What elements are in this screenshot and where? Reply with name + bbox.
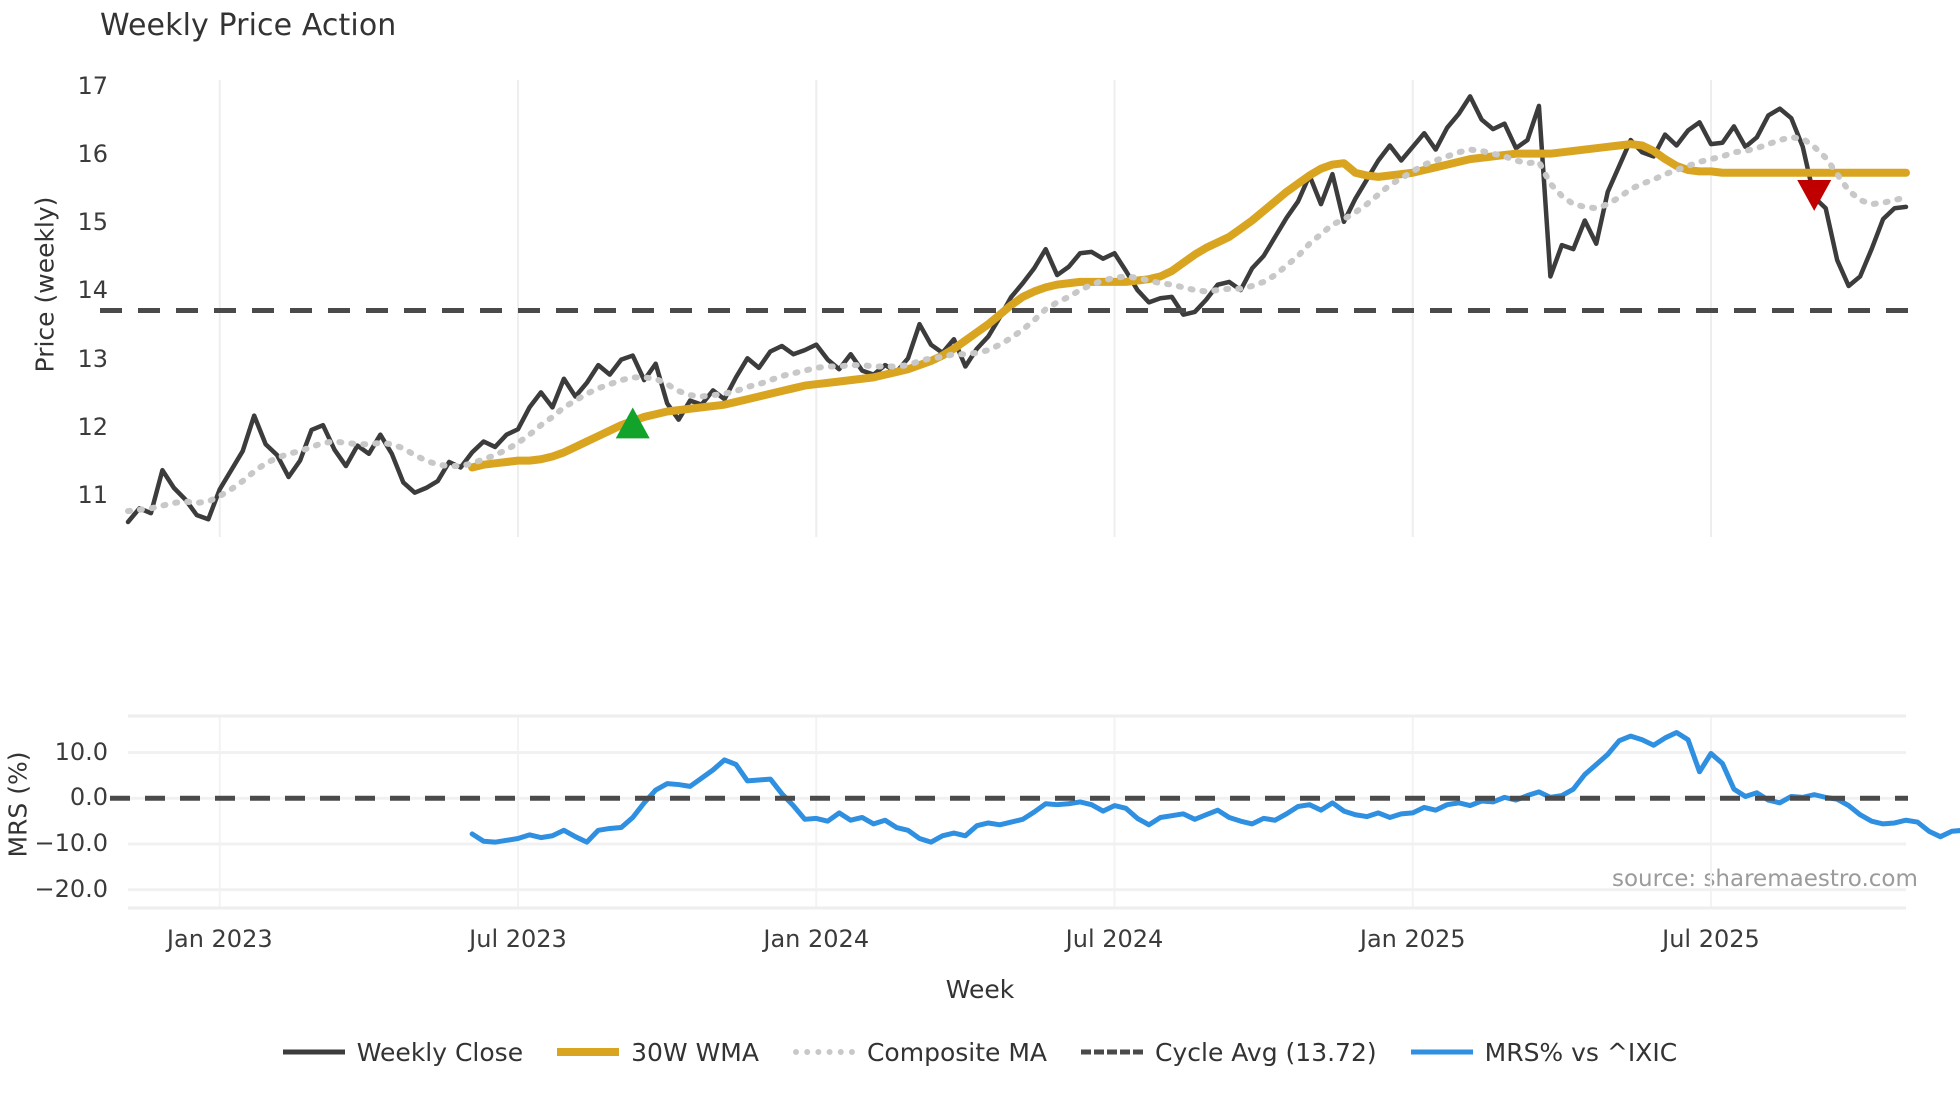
legend-label: MRS% vs ^IXIC (1484, 1037, 1678, 1067)
xtick-jul-2023: Jul 2023 (469, 925, 567, 953)
xtick-jan-2025: Jan 2025 (1359, 925, 1466, 953)
xtick-jul-2024: Jul 2024 (1065, 925, 1164, 953)
mrs-ytick-2: −10.0 (34, 829, 108, 857)
buy-marker (615, 407, 650, 439)
legend-item-composite-ma[interactable]: Composite MA (792, 1037, 1048, 1067)
legend-item-mrs-vs-ixic[interactable]: MRS% vs ^IXIC (1410, 1037, 1678, 1067)
price-ytick-16: 16 (77, 140, 108, 169)
legend-label: Cycle Avg (13.72) (1155, 1037, 1377, 1067)
source-watermark: source: sharemaestro.com (1612, 866, 1918, 892)
xtick-jan-2023: Jan 2023 (166, 925, 273, 953)
chart-legend: Weekly Close 30W WMA Composite MA Cycle Avg… (0, 1028, 1960, 1076)
wma-30w-line (468, 140, 1910, 472)
price-ytick-15: 15 (77, 208, 108, 237)
mrs-ytick-3: −20.0 (34, 874, 108, 903)
mrs-ytick-1: 0.0 (69, 783, 108, 812)
legend-swatch-icon (792, 1042, 855, 1062)
price-ytick-13: 13 (77, 344, 108, 373)
price-ytick-12: 12 (77, 412, 108, 441)
legend-label: Composite MA (866, 1037, 1048, 1067)
xtick-jan-2024: Jan 2024 (763, 925, 870, 953)
mrs-line (469, 729, 1960, 845)
legend-item-weekly-close[interactable]: Weekly Close (282, 1037, 524, 1067)
price-ytick-14: 14 (77, 276, 108, 305)
legend-swatch-icon (557, 1042, 620, 1062)
legend-label: 30W WMA (631, 1037, 759, 1067)
price-ytick-17: 17 (77, 71, 108, 100)
xtick-jul-2025: Jul 2025 (1662, 925, 1760, 953)
weekly-close-line (125, 94, 1909, 525)
legend-item-30w-wma[interactable]: 30W WMA (557, 1038, 759, 1067)
price-ytick-11: 11 (77, 481, 108, 510)
legend-swatch-icon (282, 1042, 345, 1062)
composite-ma-line (125, 134, 1909, 515)
legend-label: Weekly Close (356, 1037, 524, 1067)
x-axis-label: Week (945, 975, 1015, 1004)
mrs-ytick-0: 10.0 (54, 737, 108, 766)
sell-marker (1797, 179, 1832, 211)
legend-swatch-icon (1410, 1042, 1473, 1062)
chart-title: Weekly Price Action (100, 8, 397, 43)
legend-item-cycle-avg-13-72[interactable]: Cycle Avg (13.72) (1081, 1038, 1377, 1067)
legend-swatch-icon (1081, 1042, 1144, 1062)
